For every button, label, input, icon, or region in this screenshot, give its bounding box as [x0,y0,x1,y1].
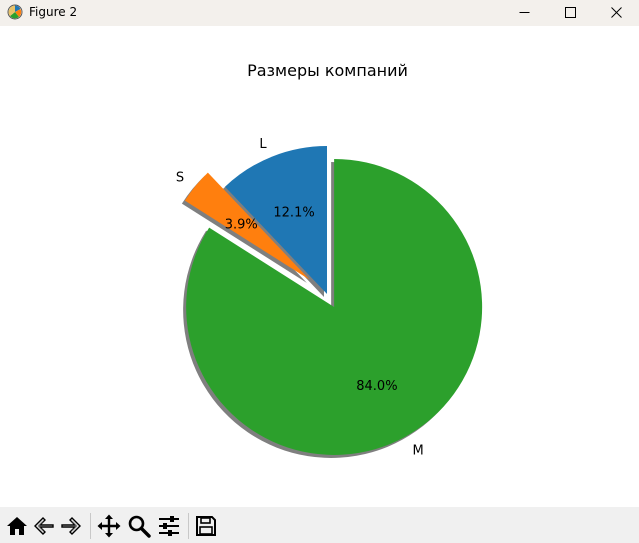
sliders-icon [159,516,179,536]
navigation-toolbar [0,507,639,543]
window-title: Figure 2 [29,5,78,19]
pie-category-label: M [413,444,424,459]
matplotlib-logo-icon [7,4,23,20]
minimize-icon [519,12,530,13]
forward-arrow-icon [61,517,81,535]
pie-percent-label: 12.1% [273,206,314,221]
title-bar: Figure 2 [0,0,639,26]
chart-title: Размеры компаний [247,61,408,80]
pie-wedge-m [186,158,483,455]
zoom-icon [128,515,151,538]
pie-labels: L 12.1% S 3.9% M 84.0% [176,137,424,459]
pie-wedge-l [225,146,327,294]
pie-wedges [184,146,483,455]
maximize-icon [565,7,576,18]
close-button[interactable] [593,0,639,26]
pan-button[interactable] [97,514,121,538]
toolbar-separator [188,513,189,539]
minimize-button[interactable] [501,0,547,26]
pie-category-label: L [259,137,267,152]
toolbar-separator [90,513,91,539]
save-button[interactable] [194,514,218,538]
move-icon [97,514,121,538]
pie-category-label: S [176,171,184,186]
pie-chart: Размеры компаний L 12.1% S 3.9% M 84.0% [176,61,483,459]
close-icon [611,7,622,18]
back-arrow-icon [34,517,54,535]
figure-canvas[interactable]: Размеры компаний L 12.1% S 3.9% M 84.0% [0,26,639,507]
pie-wedge-s [184,172,310,280]
pie-percent-label: 3.9% [225,218,258,233]
pie-percent-label: 84.0% [356,379,397,394]
zoom-button[interactable] [127,514,151,538]
home-icon [7,517,27,535]
back-button[interactable] [32,514,56,538]
home-button[interactable] [5,514,29,538]
configure-subplots-button[interactable] [157,514,181,538]
save-icon [196,516,216,536]
forward-button[interactable] [59,514,83,538]
maximize-button[interactable] [547,0,593,26]
